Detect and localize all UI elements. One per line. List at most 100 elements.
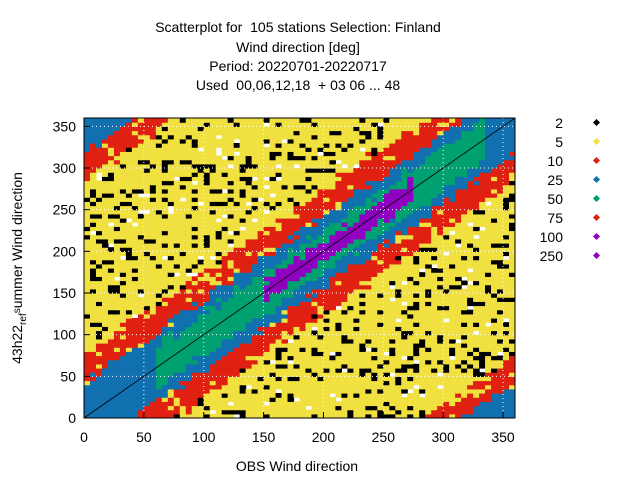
density-cell: [455, 222, 462, 227]
density-cell: [89, 343, 97, 348]
density-cell: [383, 380, 390, 386]
density-cell: [431, 226, 438, 232]
density-cell: [131, 226, 139, 232]
density-cell: [443, 284, 450, 290]
density-cell: [377, 180, 384, 186]
density-cell: [191, 330, 199, 336]
density-cell: [455, 213, 462, 219]
density-cell: [89, 368, 97, 373]
density-cell: [353, 401, 360, 407]
density-cell: [491, 309, 498, 315]
density-cell: [173, 259, 181, 265]
density-cell: [395, 255, 402, 261]
density-cell: [84, 259, 91, 265]
density-cell: [125, 180, 133, 186]
density-cell: [389, 163, 396, 169]
density-cell: [191, 268, 199, 273]
density-cell: [467, 188, 474, 194]
density-cell: [383, 184, 390, 190]
density-cell: [389, 313, 396, 319]
density-cell: [383, 276, 390, 282]
density-cell: [167, 147, 175, 152]
density-cell: [311, 251, 319, 257]
density-cell: [89, 380, 97, 386]
density-cell: [251, 405, 259, 411]
density-cell: [257, 118, 265, 123]
density-cell: [407, 118, 414, 123]
density-cell: [275, 238, 283, 244]
density-cell: [125, 197, 133, 202]
density-cell: [377, 393, 384, 398]
density-cell: [311, 122, 319, 127]
density-cell: [131, 193, 139, 198]
density-cell: [185, 255, 193, 261]
density-cell: [215, 209, 223, 215]
density-cell: [251, 368, 259, 373]
density-cell: [197, 309, 205, 315]
density-cell: [353, 159, 360, 165]
density-cell: [281, 147, 289, 152]
density-cell: [485, 130, 492, 136]
density-cell: [185, 247, 193, 252]
density-cell: [341, 130, 348, 136]
density-cell: [401, 218, 408, 223]
density-cell: [317, 405, 325, 411]
density-cell: [305, 147, 313, 152]
density-cell: [323, 155, 331, 161]
density-cell: [473, 388, 480, 394]
density-cell: [113, 372, 121, 377]
density-cell: [215, 280, 223, 286]
density-cell: [419, 413, 426, 418]
density-cell: [113, 230, 121, 236]
density-cell: [257, 326, 265, 332]
density-cell: [239, 147, 247, 152]
density-cell: [203, 243, 211, 248]
density-cell: [131, 134, 139, 140]
density-cell: [197, 226, 205, 232]
density-cell: [119, 384, 127, 390]
density-cell: [155, 205, 163, 211]
density-cell: [101, 247, 109, 252]
density-cell: [479, 334, 486, 340]
density-cell: [413, 401, 420, 407]
density-cell: [371, 268, 378, 273]
density-cell: [437, 230, 444, 236]
density-cell: [257, 151, 265, 157]
density-cell: [413, 301, 420, 307]
density-cell: [281, 293, 289, 298]
density-cell: [173, 226, 181, 232]
density-cell: [203, 180, 211, 186]
density-cell: [503, 368, 510, 373]
density-cell: [101, 197, 109, 202]
density-cell: [383, 322, 390, 327]
density-cell: [455, 376, 462, 382]
density-cell: [299, 126, 307, 132]
density-cell: [455, 193, 462, 198]
density-cell: [251, 134, 259, 140]
density-cell: [191, 176, 199, 182]
density-cell: [503, 372, 510, 377]
density-cell: [467, 297, 474, 302]
density-cell: [137, 197, 145, 202]
density-cell: [383, 147, 390, 152]
density-cell: [485, 334, 492, 340]
density-cell: [299, 176, 307, 182]
density-cell: [203, 163, 211, 169]
density-cell: [227, 143, 235, 148]
density-cell: [197, 143, 205, 148]
density-cell: [353, 130, 360, 136]
density-cell: [467, 301, 474, 307]
density-cell: [149, 243, 157, 248]
density-cell: [407, 201, 414, 207]
density-cell: [383, 151, 390, 157]
density-cell: [467, 184, 474, 190]
density-cell: [269, 355, 277, 361]
density-cell: [137, 243, 145, 248]
density-cell: [341, 197, 348, 202]
density-cell: [203, 268, 211, 273]
density-cell: [461, 126, 468, 132]
density-cell: [401, 259, 408, 265]
density-cell: [209, 122, 217, 127]
density-cell: [491, 393, 498, 398]
density-cell: [239, 322, 247, 327]
